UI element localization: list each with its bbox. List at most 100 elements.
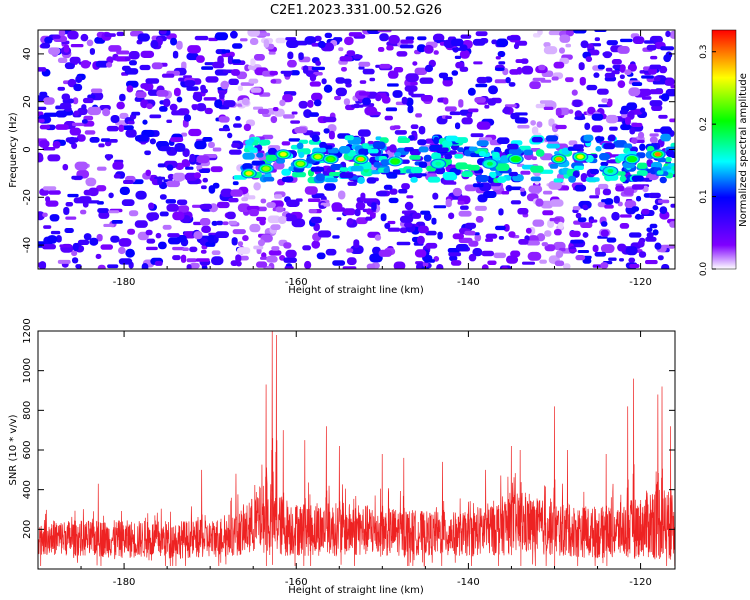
spectrogram-cell [148,202,155,210]
spectrogram-cell [540,79,552,83]
spectrogram-cell [119,93,126,102]
spectrogram-cell [572,170,580,178]
spectrogram-cell [448,212,455,220]
spectrogram-cell [284,266,294,269]
top-x-axis-label: Height of straight line (km) [288,285,424,296]
spectrogram-cell [151,62,163,70]
spectrogram-cell [575,255,586,261]
spectrogram-cell [192,92,203,101]
spectrogram-peak-core [245,171,252,176]
spectrogram-cell [43,97,55,105]
spectrogram-cell [445,198,452,208]
spectrogram-cell [612,65,621,69]
spectrogram-cell [632,36,645,44]
spectrogram-cell [410,124,419,129]
spectrogram-cell [670,203,675,208]
spectrogram-cell [605,67,613,72]
spectrogram-cell [399,215,414,223]
spectrogram-cell [571,89,578,96]
spectrogram-cell [237,203,251,213]
spectrogram-cell [543,190,553,195]
spectrogram-cell [651,104,663,111]
spectrogram-cell [372,141,386,150]
colorbar-label: Normalized spectral amplitude [738,73,749,227]
spectrogram-cell [359,80,367,84]
spectrogram-cell [249,38,259,45]
spectrogram-cell [387,227,401,232]
y-tick-label: 400 [22,480,33,499]
spectrogram-cell [141,263,149,269]
spectrogram-cell [347,218,354,225]
spectrogram-cell [57,86,65,91]
spectrogram-cell [641,75,654,79]
spectrogram-cell [639,143,646,151]
spectrogram-cell [392,169,401,175]
spectrogram-cell [186,258,197,263]
spectrogram-cell [628,232,642,238]
spectrogram-cell [231,237,238,246]
spectrogram-cell [223,100,236,107]
spectrogram-cell [644,40,654,44]
spectrogram-cell [346,257,357,265]
spectrogram-cell [182,247,189,251]
spectrogram-cell [189,246,198,253]
spectrogram-cell [343,78,352,85]
spectrogram-cell [583,134,594,142]
spectrogram-cell [506,255,519,264]
spectrogram-cell [240,38,248,42]
spectrogram-cell [656,170,664,175]
spectrogram-cell [39,124,51,130]
spectrogram-cell [602,188,612,196]
spectrogram-cell [249,223,261,233]
spectrogram-cell [73,110,80,117]
spectrogram-cell [517,208,529,215]
spectrogram-cell [597,201,607,208]
spectrogram-cell [665,30,671,38]
spectrogram-cell [419,77,434,84]
spectrogram-cell [64,228,74,233]
spectrogram-cell [389,144,397,153]
x-tick-label: -140 [457,577,480,588]
spectrogram-cell [199,204,213,210]
spectrogram-cells [38,30,675,269]
spectrogram-cell [304,260,312,269]
spectrogram-cell [404,201,414,211]
spectrogram-cell [82,97,94,104]
spectrogram-cell [455,122,461,130]
spectrogram-cell [638,251,647,258]
spectrogram-cell [342,266,357,269]
spectrogram-cell [455,244,469,251]
spectrogram-cell [119,186,130,195]
spectrogram-cell [124,56,131,62]
spectrogram-cell [649,64,662,70]
spectrogram-cell [574,110,582,118]
spectrogram-cell [625,116,631,125]
spectrogram-cell [617,46,630,54]
spectrogram-cell [39,91,48,97]
spectrogram-cell [265,154,278,162]
spectrogram-cell [196,155,210,164]
spectrogram-cell [604,72,616,78]
spectrogram-cell [227,55,234,65]
spectrogram-cell [188,128,202,137]
spectrogram-cell [578,62,585,71]
spectrogram-cell [351,104,364,108]
spectrogram-cell [236,247,251,255]
spectrogram-cell [362,143,369,149]
spectrogram-cell [468,253,477,262]
colorbar-scale [711,29,737,270]
spectrogram-cell [169,103,178,111]
spectrogram-cell [50,230,61,235]
spectrogram-cell [166,203,179,212]
spectrogram-cell [125,129,137,138]
spectrogram-cell [535,198,544,207]
spectrogram-cell [309,81,321,87]
spectrogram-cell [97,264,106,269]
spectrogram-cell [520,58,529,64]
x-tick-label: -160 [285,277,308,288]
spectrogram-cell [376,191,388,197]
spectrogram-cell [529,81,541,89]
spectrogram-cell [619,64,626,73]
spectrogram-cell [38,153,44,162]
spectrogram-cell [595,187,601,196]
